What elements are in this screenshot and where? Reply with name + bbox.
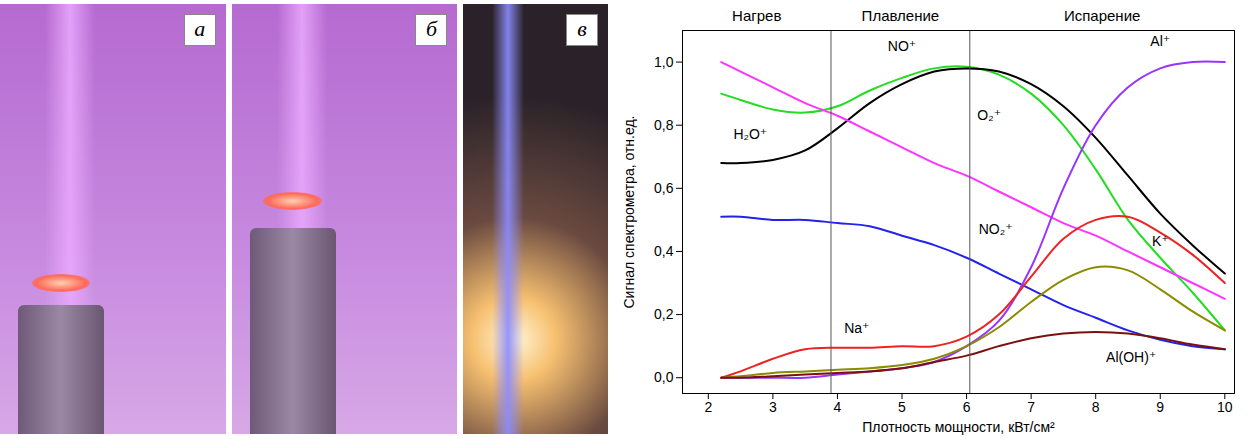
- svg-text:0,6: 0,6: [654, 180, 674, 196]
- svg-text:Испарение: Испарение: [1064, 7, 1140, 24]
- svg-text:0,4: 0,4: [654, 243, 674, 259]
- svg-text:7: 7: [1027, 399, 1035, 415]
- svg-text:Плотность мощности, кВт/см²: Плотность мощности, кВт/см²: [862, 419, 1055, 435]
- svg-text:6: 6: [963, 399, 971, 415]
- svg-text:Al⁺: Al⁺: [1150, 33, 1170, 49]
- svg-text:4: 4: [834, 399, 842, 415]
- svg-text:0,8: 0,8: [654, 117, 674, 133]
- svg-text:NO₂⁺: NO₂⁺: [979, 221, 1013, 237]
- svg-text:NO⁺: NO⁺: [888, 38, 916, 54]
- svg-text:H₂O⁺: H₂O⁺: [733, 126, 767, 142]
- svg-text:Нагрев: Нагрев: [732, 7, 781, 24]
- html-text:в: в: [577, 16, 587, 41]
- svg-text:Al(OH)⁺: Al(OH)⁺: [1106, 349, 1156, 365]
- html-text:а: а: [194, 16, 206, 41]
- svg-text:0,0: 0,0: [654, 369, 674, 385]
- svg-text:8: 8: [1092, 399, 1100, 415]
- svg-text:1,0: 1,0: [654, 54, 674, 70]
- svg-text:Сигнал спектрометра, отн.ед.: Сигнал спектрометра, отн.ед.: [621, 115, 637, 308]
- svg-text:0,2: 0,2: [654, 306, 674, 322]
- svg-text:5: 5: [898, 399, 906, 415]
- svg-text:2: 2: [704, 399, 712, 415]
- svg-text:K⁺: K⁺: [1152, 233, 1169, 249]
- svg-text:Na⁺: Na⁺: [844, 320, 869, 336]
- svg-text:10: 10: [1217, 399, 1233, 415]
- svg-text:9: 9: [1156, 399, 1164, 415]
- html-text:б: б: [425, 16, 437, 41]
- svg-text:3: 3: [769, 399, 777, 415]
- svg-text:O₂⁺: O₂⁺: [977, 107, 1001, 123]
- svg-text:Плавление: Плавление: [862, 7, 940, 24]
